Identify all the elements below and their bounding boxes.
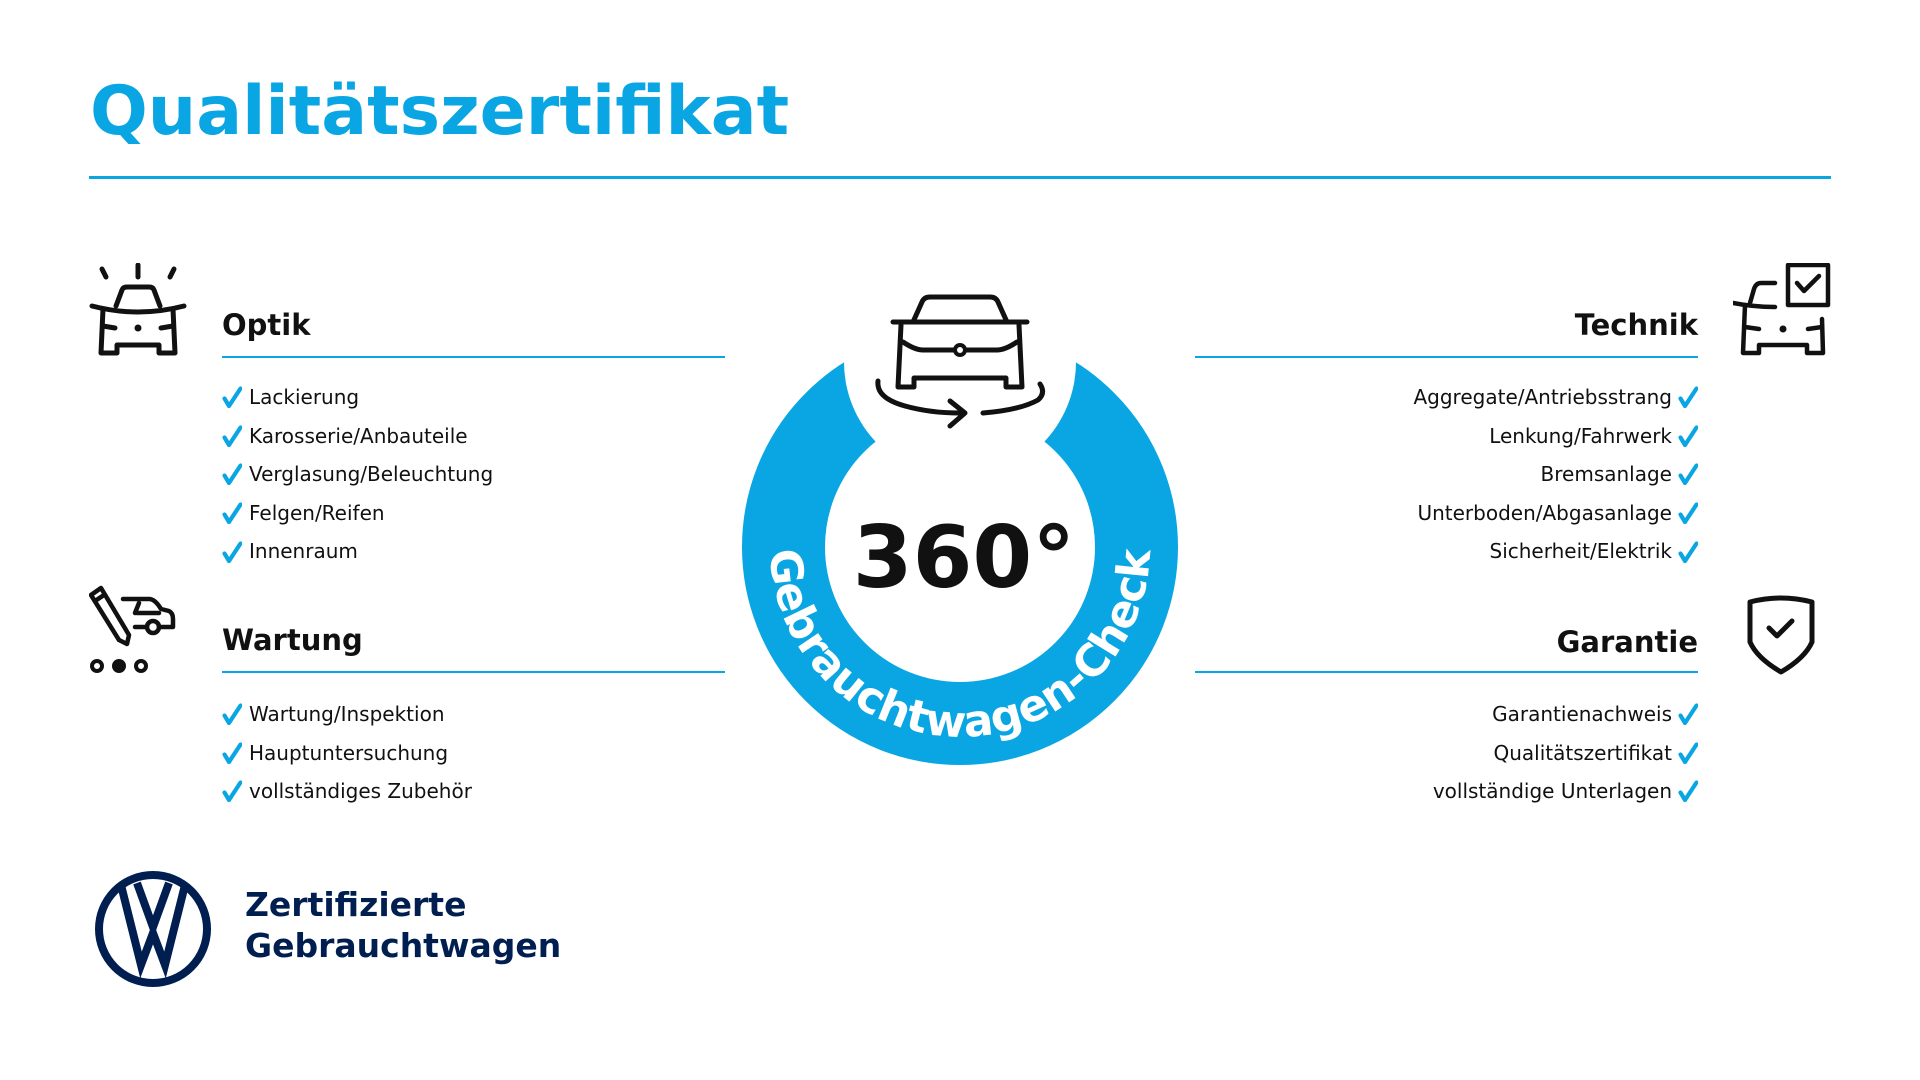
item-label: vollständiges Zubehör [249, 779, 472, 804]
wartung-heading: Wartung [222, 623, 363, 657]
optik-list: Lackierung Karosserie/Anbauteile Verglas… [222, 378, 493, 571]
list-item: Lackierung [222, 378, 493, 417]
maintenance-car-pencil-icon [89, 585, 176, 673]
brand-line-2: Gebrauchtwagen [245, 926, 562, 965]
list-item: vollständige Unterlagen [1195, 772, 1698, 811]
item-label: Unterboden/Abgasanlage [1417, 500, 1672, 525]
car-front-lights-icon [89, 263, 187, 356]
item-label: Felgen/Reifen [249, 500, 385, 525]
list-item: Wartung/Inspektion [222, 695, 472, 734]
technik-divider [1195, 356, 1698, 358]
optik-divider [222, 356, 725, 358]
technik-list: Aggregate/Antriebsstrang Lenkung/Fahrwer… [1195, 378, 1698, 571]
list-item: Aggregate/Antriebsstrang [1195, 378, 1698, 417]
item-label: Sicherheit/Elektrik [1489, 539, 1673, 564]
item-label: Hauptuntersuchung [249, 740, 449, 765]
garantie-divider [1195, 671, 1698, 673]
list-item: Garantienachweis [1195, 695, 1698, 734]
brand-line-1: Zertifizierte [245, 885, 467, 924]
brand-text: Zertifizierte Gebrauchtwagen [245, 884, 561, 966]
item-label: Wartung/Inspektion [249, 702, 445, 726]
list-item: Lenkung/Fahrwerk [1195, 417, 1698, 456]
list-item: Innenraum [222, 532, 493, 571]
vw-logo [95, 871, 211, 987]
wartung-list: Wartung/Inspektion Hauptuntersuchung vol… [222, 695, 472, 811]
item-label: vollständige Unterlagen [1432, 779, 1672, 804]
item-label: Lackierung [249, 385, 360, 409]
optik-heading: Optik [222, 308, 311, 342]
garantie-heading: Garantie [1556, 625, 1698, 659]
item-label: Aggregate/Antriebsstrang [1413, 385, 1672, 409]
item-label: Karosserie/Anbauteile [249, 423, 468, 448]
list-item: Hauptuntersuchung [222, 734, 472, 773]
item-label: Lenkung/Fahrwerk [1489, 423, 1672, 448]
item-label: Verglasung/Beleuchtung [249, 462, 494, 487]
item-label: Bremsanlage [1540, 462, 1672, 487]
list-item: Bremsanlage [1195, 455, 1698, 494]
title-divider [89, 176, 1831, 179]
list-item: Verglasung/Beleuchtung [222, 455, 493, 494]
item-label: Innenraum [249, 539, 358, 564]
list-item: Felgen/Reifen [222, 494, 493, 533]
badge-ring-gap [844, 246, 1076, 478]
garantie-list: Garantienachweis Qualitätszertifikat vol… [1195, 695, 1698, 811]
list-item: Sicherheit/Elektrik [1195, 532, 1698, 571]
shield-check-icon [1747, 595, 1815, 675]
page-title: Qualitätszertifikat [90, 72, 790, 151]
item-label: Garantienachweis [1492, 702, 1672, 726]
list-item: vollständiges Zubehör [222, 772, 472, 811]
list-item: Unterboden/Abgasanlage [1195, 494, 1698, 533]
badge-value: 360° [853, 508, 1076, 608]
list-item: Qualitätszertifikat [1195, 734, 1698, 773]
list-item: Karosserie/Anbauteile [222, 417, 493, 456]
wartung-divider [222, 671, 725, 673]
item-label: Qualitätszertifikat [1493, 740, 1673, 765]
technik-heading: Technik [1574, 308, 1698, 342]
car-checkbox-icon [1733, 263, 1831, 356]
